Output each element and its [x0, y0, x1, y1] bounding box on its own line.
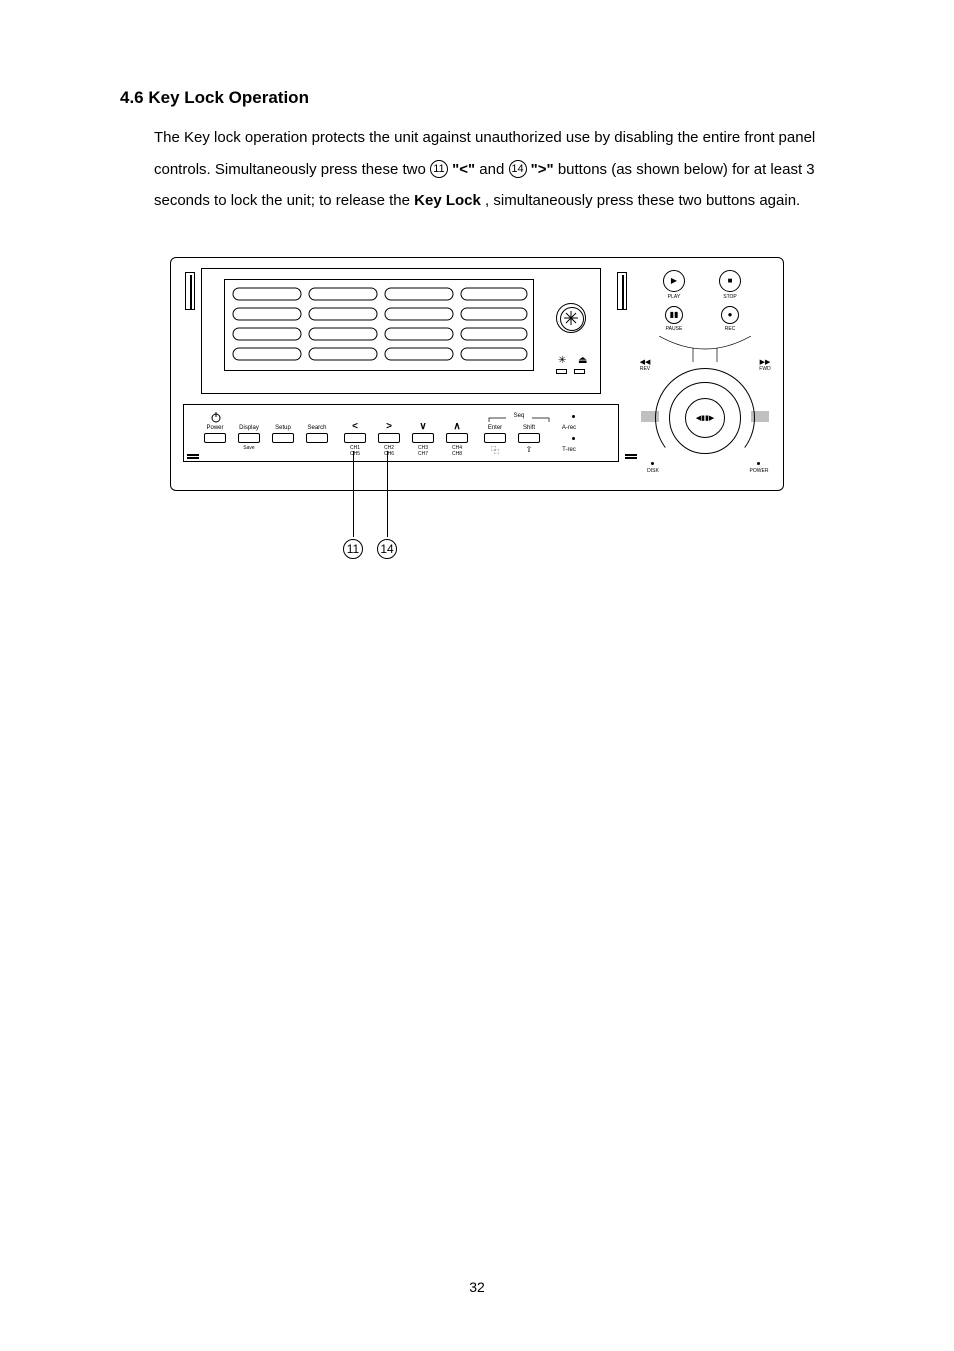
fwd-glyph-icon: ▶▶	[755, 358, 775, 366]
stop-button: ■	[719, 270, 741, 292]
ch7-label: CH7	[412, 451, 434, 457]
lt-symbol: "<"	[452, 161, 475, 178]
body-paragraph: The Key lock operation protects the unit…	[154, 122, 834, 217]
display-label: Display	[234, 425, 264, 431]
setup-button	[272, 433, 294, 443]
enter-button	[484, 433, 506, 443]
play-button: ▶	[663, 270, 685, 292]
right-button	[378, 433, 400, 443]
keylock-bold: Key Lock	[414, 192, 481, 209]
rec-button: ●	[721, 306, 739, 324]
copy-icon: ⿻	[484, 445, 506, 456]
small-button	[556, 369, 567, 374]
ch8-label: CH8	[446, 451, 468, 457]
down-arrow-icon: ∨	[412, 421, 434, 432]
power-icon	[210, 411, 222, 423]
display-button	[238, 433, 260, 443]
drive-row	[231, 286, 529, 302]
left-arrow-icon: <	[344, 421, 366, 432]
search-label: Search	[302, 425, 332, 431]
brightness-icon: ✳	[558, 355, 566, 366]
drive-bay: ✳ ⏏	[201, 268, 601, 394]
button-row: Power Display Save Setup Search < CH1 CH…	[183, 404, 619, 462]
setup-label: Setup	[268, 425, 298, 431]
vent-right	[617, 272, 627, 310]
seq-label: Seq	[504, 413, 534, 419]
drive-row	[231, 306, 529, 322]
para-post2: , simultaneously press these two buttons…	[485, 192, 800, 209]
drive-row	[231, 326, 529, 342]
stop-label: STOP	[719, 294, 741, 300]
drive-row	[231, 346, 529, 362]
up-button	[446, 433, 468, 443]
play-icon: ▶	[671, 276, 677, 285]
device-diagram: ✳ ⏏ Power Display Save Setup Search <	[170, 257, 784, 491]
shift-button	[518, 433, 540, 443]
shift-icon: ⇧	[518, 445, 540, 454]
power-led-icon	[757, 462, 760, 465]
callout-line-14	[387, 451, 388, 537]
gt-symbol: ">"	[531, 161, 554, 178]
page-number: 32	[0, 1279, 954, 1295]
slot-right-icon	[625, 454, 637, 466]
jog-inner-ring: ◀▮▮▶	[685, 398, 725, 438]
rec-label: REC	[719, 326, 741, 332]
power-label: Power	[200, 425, 230, 431]
circled-14-inline: 14	[509, 160, 527, 178]
rev-glyph-icon: ◀◀	[635, 358, 655, 366]
volume-knob-icon	[556, 303, 586, 333]
hatch-right-icon	[751, 410, 769, 422]
panel-arc-icon	[659, 336, 751, 366]
drive-slot	[224, 279, 534, 371]
playback-panel: ▶ PLAY ■ STOP ▮▮ PAUSE ● REC ◀◀ REV ▶▶ F…	[641, 264, 769, 486]
trec-led-icon	[572, 437, 575, 440]
right-arrow-icon: >	[378, 421, 400, 432]
pause-button: ▮▮	[665, 306, 683, 324]
power-button	[204, 433, 226, 443]
slot-left-icon	[187, 454, 199, 466]
hatch-left-icon	[641, 410, 659, 422]
para-mid: and	[479, 161, 508, 178]
callout-14: 14	[377, 539, 397, 559]
enter-label: Enter	[480, 425, 510, 431]
ch5-label: CH5	[344, 451, 366, 457]
trec-label: T-rec	[554, 447, 584, 453]
shift-label: Shift	[514, 425, 544, 431]
power-led-label: POWER	[745, 468, 773, 474]
disk-led-icon	[651, 462, 654, 465]
small-button	[574, 369, 585, 374]
shuttle-icon: ◀▮▮▶	[696, 414, 714, 422]
play-label: PLAY	[663, 294, 685, 300]
callout-11: 11	[343, 539, 363, 559]
eject-icon: ⏏	[578, 355, 587, 366]
ch6-label: CH6	[378, 451, 400, 457]
stop-icon: ■	[728, 276, 733, 285]
search-button	[306, 433, 328, 443]
disk-label: DISK	[643, 468, 663, 474]
section-title: 4.6 Key Lock Operation	[120, 88, 834, 108]
save-label: Save	[238, 445, 260, 451]
pause-icon: ▮▮	[670, 310, 679, 319]
circled-11-inline: 11	[430, 160, 448, 178]
down-button	[412, 433, 434, 443]
jog-shuttle: ◀▮▮▶	[645, 368, 765, 448]
rec-icon: ●	[728, 310, 733, 319]
pause-label: PAUSE	[661, 326, 687, 332]
left-button	[344, 433, 366, 443]
arec-led-icon	[572, 415, 575, 418]
callout-line-11	[353, 451, 354, 537]
up-arrow-icon: ∧	[446, 421, 468, 432]
device-outline: ✳ ⏏ Power Display Save Setup Search <	[170, 257, 784, 491]
arec-label: A-rec	[554, 425, 584, 431]
vent-left	[185, 272, 195, 310]
